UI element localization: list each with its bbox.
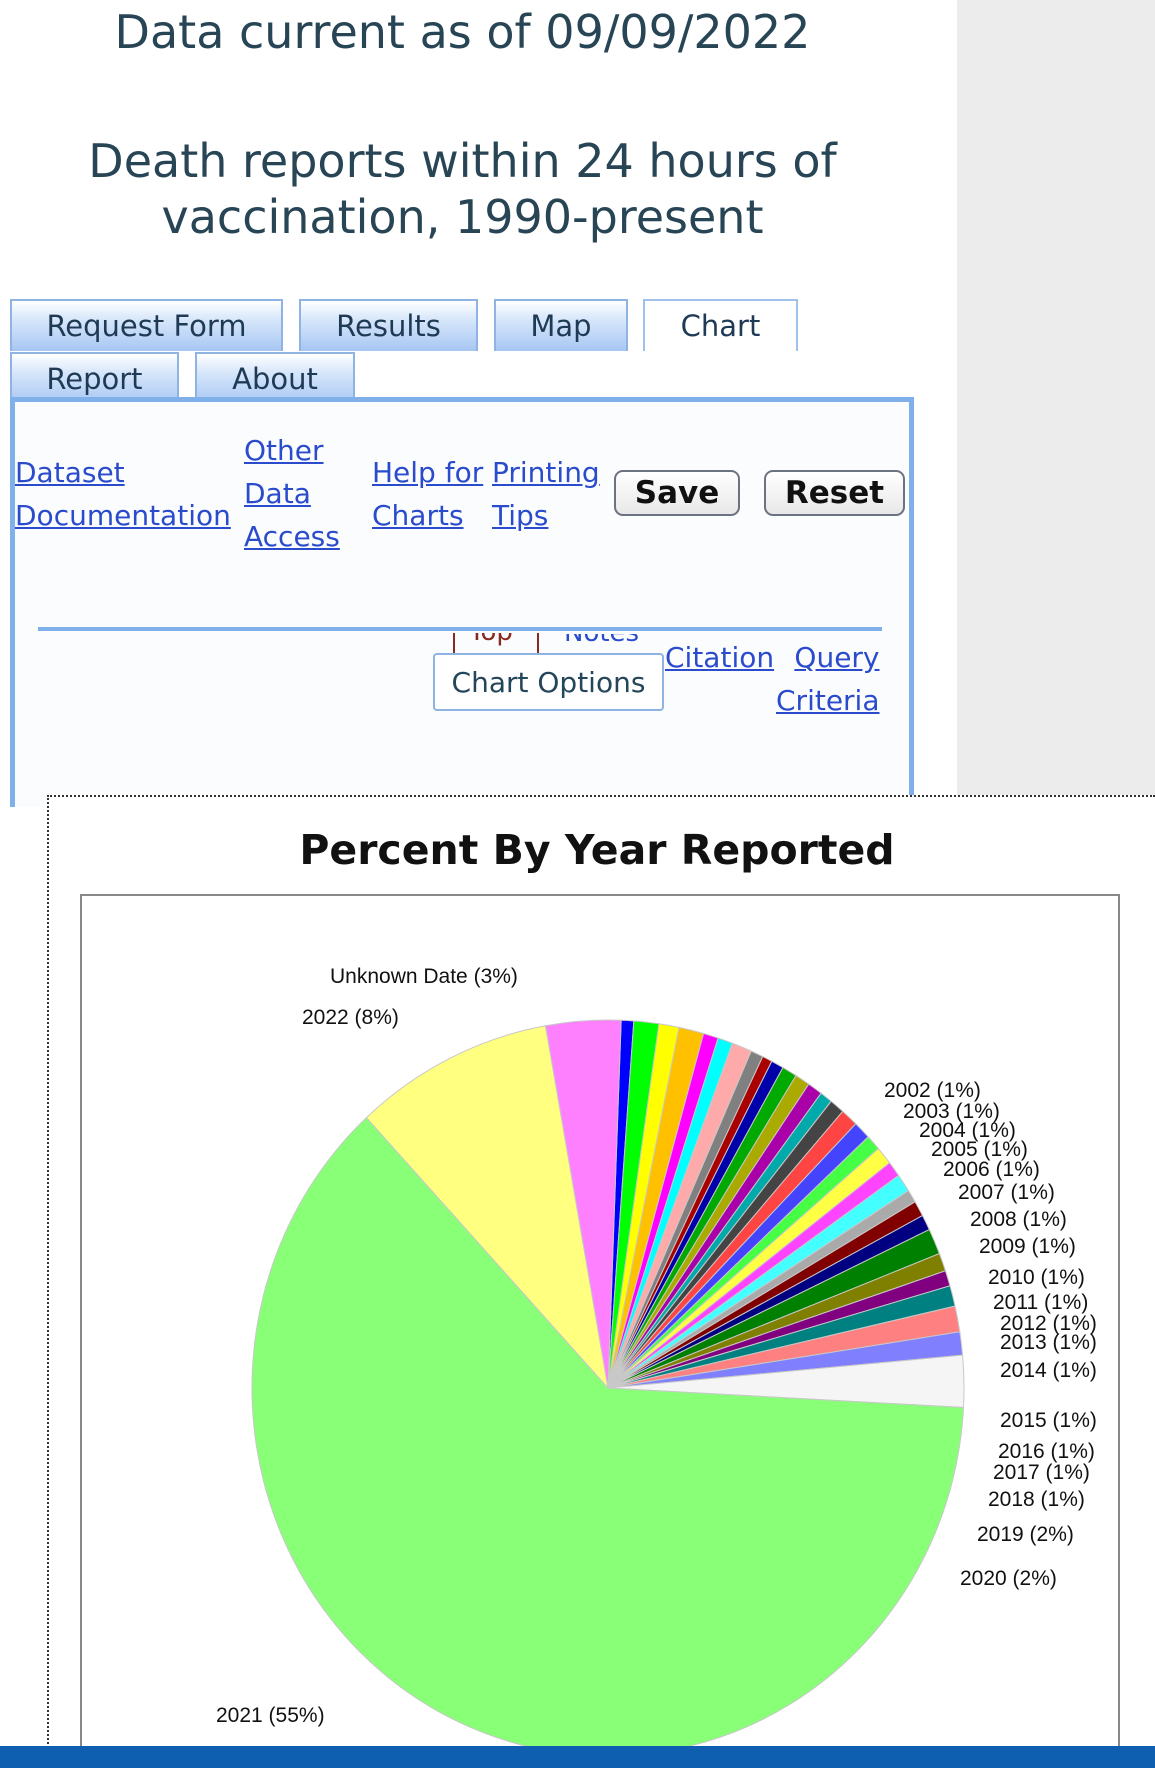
pie-label: 2004 (1%) <box>919 1119 1016 1142</box>
link-line: Query <box>794 641 880 674</box>
link-line: Other <box>244 434 324 467</box>
pie-label: 2015 (1%) <box>1000 1409 1097 1432</box>
link-line: Data <box>244 477 311 510</box>
tab-report[interactable]: Report <box>10 352 179 404</box>
pie-slice-2022 <box>365 1025 609 1390</box>
report-title-line-1: Death reports within 24 hours of <box>88 134 837 188</box>
link-line: Tips <box>492 499 549 532</box>
bottom-bar <box>0 1746 1155 1768</box>
tab-notes-label: Notes <box>564 634 639 648</box>
pie-label: 2007 (1%) <box>958 1181 1055 1204</box>
save-button[interactable]: Save <box>614 470 740 516</box>
dataset-documentation-link[interactable]: Dataset Documentation <box>15 451 231 537</box>
pie-label: 2017 (1%) <box>993 1461 1090 1484</box>
pie-slice-unknown-date <box>544 1019 622 1389</box>
pie-label: 2008 (1%) <box>970 1208 1067 1231</box>
report-title-line-2: vaccination, 1990-present <box>161 190 764 244</box>
pie-label: 2022 (8%) <box>302 1006 399 1029</box>
link-line: Help for <box>372 456 484 489</box>
pie-label: 2018 (1%) <box>988 1488 1085 1511</box>
pie-label: 2019 (2%) <box>977 1523 1074 1546</box>
pie-label: 2006 (1%) <box>943 1158 1040 1181</box>
tab-chart[interactable]: Chart <box>643 299 798 351</box>
chart-panel <box>10 397 914 807</box>
chart-options-tab[interactable]: Chart Options <box>433 653 664 711</box>
pie-label: 2013 (1%) <box>1000 1331 1097 1354</box>
tab-results[interactable]: Results <box>299 299 478 351</box>
pie-label: 2003 (1%) <box>903 1100 1000 1123</box>
query-criteria-link[interactable]: Query Criteria <box>776 636 880 722</box>
page-gutter <box>957 0 1155 800</box>
pie-label: 2014 (1%) <box>1000 1359 1097 1382</box>
tab-request-form[interactable]: Request Form <box>10 299 283 351</box>
link-line: Access <box>244 520 340 553</box>
tab-notes[interactable]: Notes <box>562 634 662 656</box>
pie-label: 2002 (1%) <box>884 1079 981 1102</box>
tab-map[interactable]: Map <box>494 299 628 351</box>
reset-button[interactable]: Reset <box>764 470 905 516</box>
pie-label: 2005 (1%) <box>931 1138 1028 1161</box>
pie-label: 2010 (1%) <box>988 1266 1085 1289</box>
pie-slice-2021 <box>251 1116 965 1757</box>
link-line: Printing <box>492 456 600 489</box>
pie-label: 2020 (2%) <box>960 1567 1057 1590</box>
link-line: Criteria <box>776 684 880 717</box>
pie-label: 2016 (1%) <box>998 1440 1095 1463</box>
other-data-access-link[interactable]: Other Data Access <box>244 429 340 558</box>
citation-link[interactable]: Citation <box>665 641 775 674</box>
link-line: Charts <box>372 499 464 532</box>
pie-label: 2012 (1%) <box>1000 1312 1097 1335</box>
pie-label: 2021 (55%) <box>216 1704 325 1727</box>
tab-about[interactable]: About <box>195 352 355 404</box>
link-line: Dataset <box>15 456 125 489</box>
printing-tips-link[interactable]: Printing Tips <box>492 451 600 537</box>
subtab-divider <box>38 627 882 631</box>
data-current-as-of: Data current as of 09/09/2022 <box>114 5 811 59</box>
tab-top-label: Top <box>469 633 513 647</box>
pie-label: 2009 (1%) <box>979 1235 1076 1258</box>
link-line: Documentation <box>15 499 231 532</box>
plot-frame <box>80 894 1120 1768</box>
chart-title: Percent By Year Reported <box>299 826 895 874</box>
pie-label: 2011 (1%) <box>993 1291 1088 1314</box>
help-for-charts-link[interactable]: Help for Charts <box>372 451 483 537</box>
pie-label: Unknown Date (3%) <box>330 965 518 988</box>
